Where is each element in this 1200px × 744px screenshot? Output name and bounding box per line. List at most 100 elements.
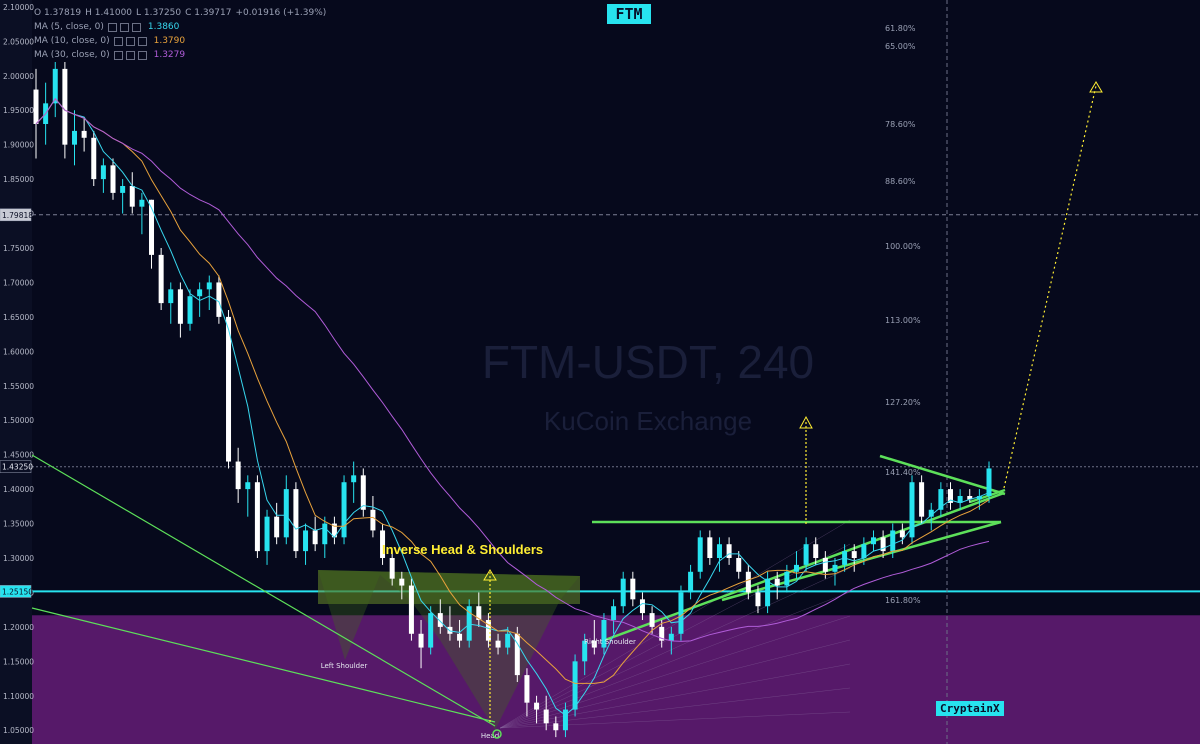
current-price-label-bg	[0, 460, 32, 473]
candle-body	[418, 633, 424, 648]
ohlc-close: C 1.39717	[185, 8, 232, 18]
current-price-label: 1.43250	[2, 463, 33, 472]
ma-row-10[interactable]: MA (10, close, 0) 1.3790	[34, 34, 330, 48]
candle-body	[351, 475, 357, 483]
y-tick-label: 1.30000	[3, 554, 34, 563]
gear-icon[interactable]	[119, 22, 129, 32]
y-tick-label: 2.05000	[3, 37, 34, 46]
candle-body	[466, 606, 472, 641]
candle-body	[283, 489, 289, 538]
ohlc-row: O 1.37819 H 1.41000 L 1.37250 C 1.39717 …	[34, 6, 330, 20]
candle-body	[495, 640, 501, 648]
candle-body	[765, 578, 771, 607]
candle-body	[120, 186, 126, 193]
candle-body	[428, 613, 434, 648]
trendline	[31, 607, 496, 723]
right-shoulder-label: Right Shoulder	[584, 638, 636, 646]
candle-body	[389, 558, 395, 579]
candle-body	[62, 68, 68, 145]
support-price-label: 1.25150	[2, 587, 33, 596]
fib-right-label: 78.60%	[885, 120, 916, 129]
support-price-label-bg	[0, 585, 32, 598]
watermark-exchange: KuCoin Exchange	[544, 406, 752, 436]
fib-right-label: 88.60%	[885, 177, 916, 186]
candle-body	[774, 578, 780, 586]
gear-icon[interactable]	[125, 50, 135, 60]
candle-body	[158, 254, 164, 304]
candle-body	[755, 592, 761, 607]
y-axis-panel	[0, 0, 32, 744]
fib-line	[499, 639, 851, 729]
y-tick-label: 1.65000	[3, 313, 34, 322]
trendline	[31, 454, 496, 727]
arrow-head-2	[799, 415, 813, 429]
candle-body	[716, 544, 722, 558]
watermark-symbol: FTM-USDT, 240	[482, 336, 814, 388]
close-icon[interactable]	[137, 50, 147, 60]
y-tick-label: 1.55000	[3, 382, 34, 391]
candle-body	[312, 530, 318, 545]
candle-body	[206, 282, 212, 290]
arrow-head-1	[483, 569, 497, 581]
candle-body	[245, 482, 251, 490]
candle-body	[880, 537, 886, 552]
arrow-head-3	[1089, 81, 1103, 93]
y-tick-label: 1.40000	[3, 485, 34, 494]
fib-line	[499, 663, 851, 729]
gear-icon[interactable]	[125, 36, 135, 46]
fib-right-label: 100.00%	[885, 242, 921, 251]
candle-body	[476, 606, 482, 620]
ma-row-30[interactable]: MA (30, close, 0) 1.3279	[34, 48, 330, 62]
close-icon[interactable]	[131, 22, 141, 32]
candle-body	[572, 661, 578, 710]
candle-body	[899, 530, 905, 538]
ma10-label: MA (10, close, 0)	[34, 36, 110, 46]
candle-body	[697, 537, 703, 572]
candle-body	[139, 199, 145, 207]
ohlc-low: L 1.37250	[136, 8, 182, 18]
ohlc-change: +0.01916 (+1.39%)	[235, 8, 327, 18]
candle-body	[639, 599, 645, 614]
y-tick-label: 1.20000	[3, 623, 34, 632]
pattern-label: Inverse Head & Shoulders	[382, 542, 544, 557]
candle-body	[813, 544, 819, 558]
candle-body	[216, 282, 222, 317]
candle-body	[437, 613, 443, 627]
head-marker	[492, 729, 502, 739]
y-tick-label: 2.10000	[3, 3, 34, 12]
candle-body	[582, 640, 588, 662]
candle-body	[505, 633, 511, 648]
candle-body	[784, 571, 790, 586]
eye-icon[interactable]	[113, 36, 123, 46]
ma-row-5[interactable]: MA (5, close, 0) 1.3860	[34, 20, 330, 34]
candle-body	[947, 489, 953, 503]
ohlc-high: H 1.41000	[85, 8, 133, 18]
candle-body	[861, 544, 867, 558]
candle-body	[274, 516, 280, 538]
ma5-value: 1.3860	[147, 22, 180, 32]
fib-right-label: 141.40%	[885, 468, 921, 477]
y-tick-label: 1.95000	[3, 106, 34, 115]
candle-body	[129, 186, 135, 207]
y-tick-label: 1.70000	[3, 278, 34, 287]
candle-body	[399, 578, 405, 586]
candle-body	[360, 475, 366, 510]
y-tick-label: 1.35000	[3, 520, 34, 529]
candle-body	[81, 130, 87, 138]
eye-icon[interactable]	[107, 22, 117, 32]
fib-right-label: 65.00%	[885, 42, 916, 51]
candle-body	[177, 289, 183, 324]
eye-icon[interactable]	[113, 50, 123, 60]
candle-body	[187, 296, 193, 324]
fib-line	[499, 591, 851, 729]
candle-body	[226, 316, 232, 462]
candle-body	[331, 523, 337, 538]
candle-body	[870, 537, 876, 545]
candle-body	[591, 640, 597, 648]
close-icon[interactable]	[137, 36, 147, 46]
candle-body	[832, 564, 838, 572]
fib-line	[499, 615, 851, 729]
ma30-label: MA (30, close, 0)	[34, 50, 110, 60]
fib-right-label: 61.80%	[885, 24, 916, 33]
